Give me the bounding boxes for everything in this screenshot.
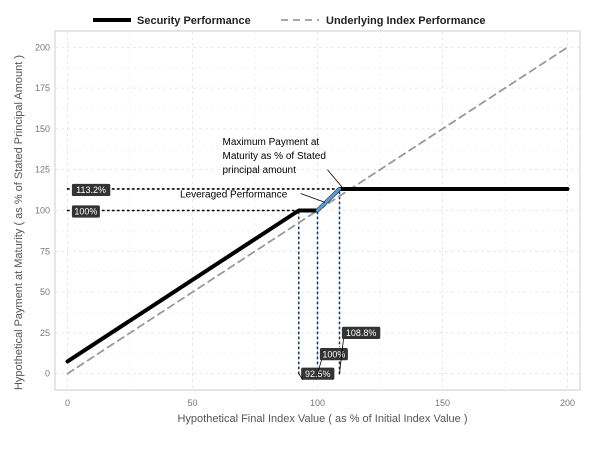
underlying-index-line (66, 46, 569, 375)
x-value-badge: 100% (319, 347, 349, 362)
y-tick-label: 75 (40, 246, 50, 256)
maximum-payment-annotation: Maximum Payment at Maturity as % of State… (223, 137, 343, 188)
y-value-badge: 113.2% (71, 183, 112, 197)
badge-leader-line (317, 359, 322, 374)
y-tick-label: 50 (40, 287, 50, 297)
legend-label-index: Underlying Index Performance (326, 15, 486, 27)
x-axis-title: Hypothetical Final Index Value ( as % of… (177, 413, 467, 425)
reference-lines (66, 188, 341, 375)
annotation-text-line: Maximum Payment at (223, 137, 320, 148)
annotation-pointer (300, 193, 326, 203)
y-value-badge: 100% (71, 204, 101, 219)
y-tick-label: 100 (35, 206, 50, 216)
badge-leader-line (298, 373, 304, 380)
badge-label: 100% (74, 207, 97, 217)
y-axis-title: Hypothetical Payment at Maturity ( as % … (13, 55, 25, 390)
annotation-pointer (327, 169, 343, 188)
leveraged-performance-annotation: Leveraged Performance (180, 189, 326, 203)
x-value-badge: 108.8% (341, 325, 382, 340)
leveraged-segment (316, 187, 341, 212)
legend-label-security: Security Performance (137, 15, 251, 27)
badge-background (341, 325, 382, 340)
badge-label: 100% (322, 349, 345, 359)
x-tick-label: 100 (310, 398, 325, 408)
y-tick-label: 150 (35, 124, 50, 134)
x-tick-label: 0 (65, 398, 70, 408)
annotation-text-line: principal amount (223, 165, 297, 176)
y-tick-label: 0 (45, 369, 50, 379)
annotation-text-line: Leveraged Performance (180, 189, 288, 200)
y-tick-label: 125 (35, 165, 50, 175)
badge-label: 92.5% (305, 369, 331, 379)
x-tick-label: 50 (187, 398, 197, 408)
badge-label: 113.2% (76, 185, 106, 195)
y-tick-label: 25 (40, 328, 50, 338)
badge-leader-line (339, 338, 344, 374)
annotation-text-line: Maturity as % of Stated (223, 151, 326, 162)
x-tick-label: 200 (560, 398, 575, 408)
badge-background (71, 204, 101, 219)
badge-background (71, 183, 112, 197)
y-tick-label: 200 (35, 42, 50, 52)
y-tick-label: 175 (35, 83, 50, 93)
x-tick-label: 150 (435, 398, 450, 408)
legend: Security Performance Underlying Index Per… (93, 15, 486, 27)
badge-label: 108.8% (346, 328, 377, 338)
